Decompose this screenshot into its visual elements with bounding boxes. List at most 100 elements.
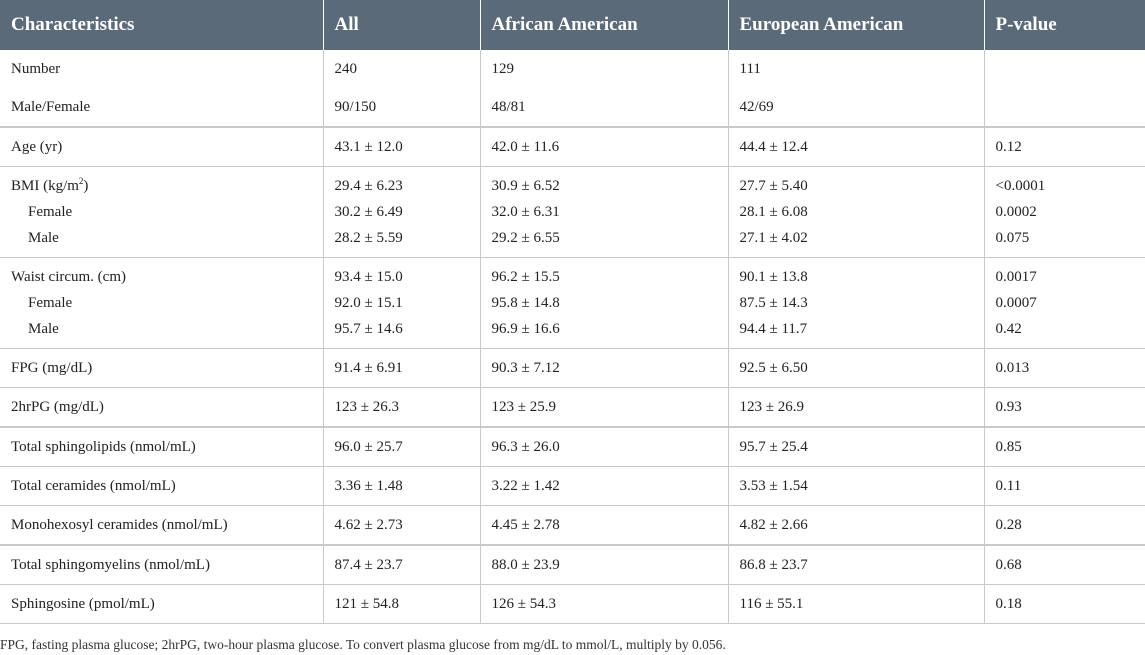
cell-all: 91.4 ± 6.91 — [322, 348, 480, 388]
cell-all: 3.36 ± 1.48 — [322, 466, 480, 506]
cell-all: 93.4 ± 15.0 — [334, 269, 403, 285]
row-label: FPG (mg/dL) — [0, 348, 323, 388]
cell-all-female: 92.0 ± 15.1 — [334, 295, 403, 311]
row-label: Male/Female — [0, 88, 323, 128]
cell-aa-group: 30.9 ± 6.52 32.0 ± 6.31 29.2 ± 6.55 — [479, 166, 728, 258]
row-label: Monohexosyl ceramides (nmol/mL) — [0, 505, 323, 546]
cell-p-group: 0.0017 0.0007 0.42 — [983, 257, 1145, 349]
header-p-value: P-value — [983, 0, 1145, 50]
cell-all: 240 — [322, 50, 480, 88]
cell-european-american: 90.1 ± 13.8 — [739, 269, 808, 285]
cell-p-value: 0.68 — [983, 545, 1145, 585]
header-all: All — [322, 0, 480, 50]
cell-african-american: 126 ± 54.3 — [479, 584, 728, 624]
cell-european-american: 92.5 ± 6.50 — [727, 348, 984, 388]
cell-p-value-male: 0.075 — [995, 230, 1030, 246]
row-label-female: Female — [28, 295, 73, 311]
table-row: Total sphingolipids (nmol/mL) 96.0 ± 25.… — [0, 427, 1145, 467]
cell-african-american: 30.9 ± 6.52 — [491, 178, 560, 194]
cell-all: 4.62 ± 2.73 — [322, 505, 480, 546]
cell-european-american: 42/69 — [727, 88, 984, 128]
cell-african-american: 123 ± 25.9 — [479, 387, 728, 428]
cell-p-value — [983, 50, 1145, 88]
table-row: BMI (kg/m2) Female Male 29.4 ± 6.23 30.2… — [0, 166, 1145, 258]
cell-european-american: 4.82 ± 2.66 — [727, 505, 984, 546]
cell-european-american-male: 27.1 ± 4.02 — [739, 230, 808, 246]
cell-african-american: 42.0 ± 11.6 — [479, 127, 728, 167]
row-label: Total sphingomyelins (nmol/mL) — [0, 545, 323, 585]
row-label: Total sphingolipids (nmol/mL) — [0, 427, 323, 467]
cell-all: 96.0 ± 25.7 — [322, 427, 480, 467]
header-african-american: African American — [479, 0, 728, 50]
cell-all: 43.1 ± 12.0 — [322, 127, 480, 167]
cell-european-american: 27.7 ± 5.40 — [739, 178, 808, 194]
cell-p-group: <0.0001 0.0002 0.075 — [983, 166, 1145, 258]
cell-p-value: 0.11 — [983, 466, 1145, 506]
cell-african-american: 4.45 ± 2.78 — [479, 505, 728, 546]
cell-european-american: 3.53 ± 1.54 — [727, 466, 984, 506]
cell-all-male: 95.7 ± 14.6 — [334, 321, 403, 337]
cell-european-american: 95.7 ± 25.4 — [727, 427, 984, 467]
row-label-waist: Waist circum. (cm) — [11, 269, 126, 285]
row-label-female: Female — [28, 204, 73, 220]
cell-european-american: 116 ± 55.1 — [727, 584, 984, 624]
cell-african-american-female: 95.8 ± 14.8 — [491, 295, 560, 311]
table-footnote: FPG, fasting plasma glucose; 2hrPG, two-… — [0, 637, 726, 652]
row-label-bmi: BMI (kg/m2) — [11, 176, 89, 195]
cell-p-value: <0.0001 — [995, 178, 1046, 194]
row-label-group: Waist circum. (cm) Female Male — [0, 257, 323, 349]
cell-p-value: 0.93 — [983, 387, 1145, 428]
cell-african-american: 3.22 ± 1.42 — [479, 466, 728, 506]
cell-p-value-female: 0.0007 — [995, 295, 1037, 311]
cell-p-value: 0.28 — [983, 505, 1145, 546]
table-row: FPG (mg/dL) 91.4 ± 6.91 90.3 ± 7.12 92.5… — [0, 348, 1145, 388]
cell-p-value-male: 0.42 — [995, 321, 1022, 337]
row-label: Sphingosine (pmol/mL) — [0, 584, 323, 624]
cell-all-male: 28.2 ± 5.59 — [334, 230, 403, 246]
cell-african-american: 96.3 ± 26.0 — [479, 427, 728, 467]
cell-all: 90/150 — [322, 88, 480, 128]
row-label-male: Male — [28, 321, 59, 337]
cell-african-american: 129 — [479, 50, 728, 88]
cell-all-female: 30.2 ± 6.49 — [334, 204, 403, 220]
cell-all: 87.4 ± 23.7 — [322, 545, 480, 585]
cell-african-american-male: 29.2 ± 6.55 — [491, 230, 560, 246]
header-european-american: European American — [727, 0, 984, 50]
cell-p-value: 0.18 — [983, 584, 1145, 624]
cell-ea-group: 27.7 ± 5.40 28.1 ± 6.08 27.1 ± 4.02 — [727, 166, 984, 258]
table-row: Monohexosyl ceramides (nmol/mL) 4.62 ± 2… — [0, 505, 1145, 546]
cell-all-group: 29.4 ± 6.23 30.2 ± 6.49 28.2 ± 5.59 — [322, 166, 480, 258]
cell-p-value: 0.12 — [983, 127, 1145, 167]
table-row: Sphingosine (pmol/mL) 121 ± 54.8 126 ± 5… — [0, 584, 1145, 624]
cell-p-value: 0.013 — [983, 348, 1145, 388]
row-label: Total ceramides (nmol/mL) — [0, 466, 323, 506]
cell-p-value — [983, 88, 1145, 128]
table-row: Total sphingomyelins (nmol/mL) 87.4 ± 23… — [0, 545, 1145, 585]
table-row: 2hrPG (mg/dL) 123 ± 26.3 123 ± 25.9 123 … — [0, 387, 1145, 428]
table-row: Number 240 129 111 — [0, 50, 1145, 88]
header-characteristics: Characteristics — [0, 0, 323, 50]
row-label: Age (yr) — [0, 127, 323, 167]
cell-european-american: 86.8 ± 23.7 — [727, 545, 984, 585]
cell-african-american: 88.0 ± 23.9 — [479, 545, 728, 585]
cell-all: 121 ± 54.8 — [322, 584, 480, 624]
cell-ea-group: 90.1 ± 13.8 87.5 ± 14.3 94.4 ± 11.7 — [727, 257, 984, 349]
table-row: Total ceramides (nmol/mL) 3.36 ± 1.48 3.… — [0, 466, 1145, 506]
cell-european-american-female: 87.5 ± 14.3 — [739, 295, 808, 311]
cell-african-american: 96.2 ± 15.5 — [491, 269, 560, 285]
cell-african-american: 90.3 ± 7.12 — [479, 348, 728, 388]
table-row: Age (yr) 43.1 ± 12.0 42.0 ± 11.6 44.4 ± … — [0, 127, 1145, 167]
table-row: Waist circum. (cm) Female Male 93.4 ± 15… — [0, 257, 1145, 349]
cell-african-american-female: 32.0 ± 6.31 — [491, 204, 560, 220]
cell-african-american: 48/81 — [479, 88, 728, 128]
row-label: Number — [11, 61, 61, 77]
cell-european-american: 111 — [727, 50, 984, 88]
cell-african-american-male: 96.9 ± 16.6 — [491, 321, 560, 337]
cell-p-value: 0.0017 — [995, 269, 1037, 285]
cell-all: 123 ± 26.3 — [322, 387, 480, 428]
cell-all: 29.4 ± 6.23 — [334, 178, 403, 194]
cell-european-american: 44.4 ± 12.4 — [727, 127, 984, 167]
row-label-group: BMI (kg/m2) Female Male — [0, 166, 323, 258]
cell-european-american-male: 94.4 ± 11.7 — [739, 321, 808, 337]
cell-p-value-female: 0.0002 — [995, 204, 1037, 220]
